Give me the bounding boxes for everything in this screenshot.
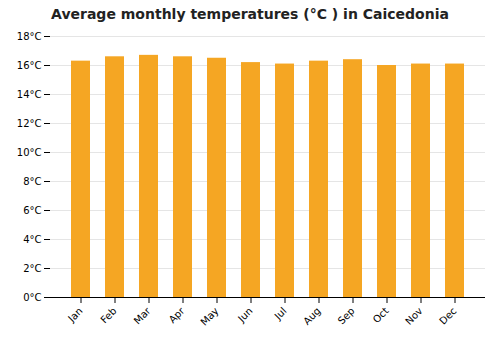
- svg-text:Jan: Jan: [65, 305, 84, 324]
- svg-text:Sep: Sep: [336, 305, 357, 326]
- svg-text:May: May: [198, 305, 220, 327]
- svg-text:2°C: 2°C: [23, 263, 41, 274]
- svg-text:14°C: 14°C: [17, 89, 42, 100]
- svg-text:Feb: Feb: [98, 305, 118, 325]
- svg-text:16°C: 16°C: [17, 60, 42, 71]
- svg-text:0°C: 0°C: [23, 292, 41, 303]
- svg-text:12°C: 12°C: [17, 118, 42, 129]
- svg-text:Jul: Jul: [272, 305, 289, 322]
- svg-text:18°C: 18°C: [17, 31, 42, 42]
- svg-text:6°C: 6°C: [23, 205, 41, 216]
- svg-text:Dec: Dec: [437, 305, 458, 326]
- html-text:Average monthly temperatures (: Average monthly temperatures (°C ) in Ca…: [51, 6, 449, 22]
- svg-text:4°C: 4°C: [23, 234, 41, 245]
- svg-text:10°C: 10°C: [17, 147, 42, 158]
- svg-text:Aug: Aug: [301, 305, 323, 327]
- svg-text:Oct: Oct: [371, 305, 391, 325]
- svg-text:Jun: Jun: [235, 305, 255, 325]
- svg-text:8°C: 8°C: [23, 176, 41, 187]
- svg-text:Apr: Apr: [167, 305, 188, 326]
- svg-text:Nov: Nov: [403, 305, 425, 327]
- svg-text:Mar: Mar: [132, 305, 154, 327]
